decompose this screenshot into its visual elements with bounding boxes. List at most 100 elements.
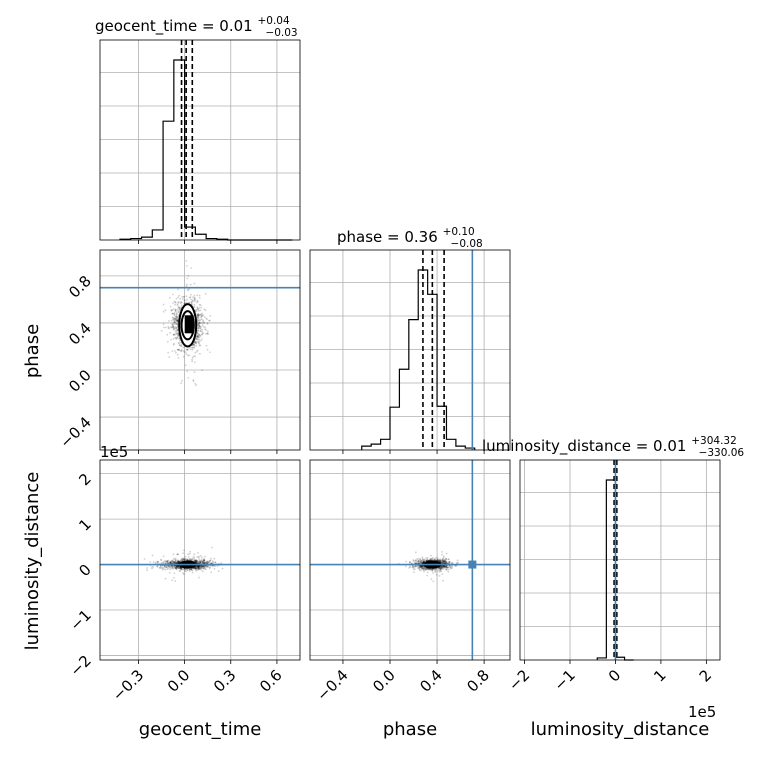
scatter-point	[178, 311, 180, 313]
scatter-point	[417, 559, 420, 562]
scatter-point	[175, 566, 178, 569]
scatter-point	[198, 323, 201, 326]
scatter-point	[194, 341, 197, 344]
scatter-point	[197, 564, 199, 567]
scatter-point	[440, 566, 443, 569]
scatter-point	[200, 560, 203, 562]
scatter-point	[213, 567, 216, 570]
scatter-point	[191, 356, 194, 359]
xtick-label-phase: 0.0	[369, 666, 399, 696]
scatter-point	[180, 301, 183, 304]
scatter-point	[191, 346, 194, 349]
scatter-point	[194, 355, 197, 358]
scatter-point	[426, 556, 429, 559]
scatter-point	[440, 567, 443, 569]
scatter-point	[205, 333, 207, 335]
scatter-point	[192, 300, 194, 303]
scatter-point	[157, 561, 159, 563]
scatter-point	[185, 348, 188, 351]
scatter-point	[420, 562, 423, 564]
scatter-point	[206, 323, 209, 325]
scatter-point	[176, 560, 179, 562]
scatter-point	[195, 567, 198, 570]
scatter-point	[445, 568, 448, 571]
scatter-point	[441, 560, 444, 563]
scatter-point	[175, 562, 177, 565]
scatter-point	[182, 572, 185, 575]
scatter-point	[408, 561, 411, 564]
scatter-point	[183, 568, 185, 571]
scatter-point	[172, 565, 175, 568]
scatter-point	[446, 569, 448, 571]
scatter-point	[196, 565, 199, 568]
scatter-point	[436, 559, 439, 561]
scatter-point	[177, 567, 180, 569]
scatter-point	[413, 566, 415, 569]
scatter-point	[443, 555, 445, 558]
axes-frame	[99, 459, 301, 661]
scatter-point	[171, 312, 174, 315]
scatter-point	[193, 567, 196, 570]
scatter-point	[202, 565, 205, 568]
scatter-point	[197, 313, 200, 316]
scatter-point	[178, 560, 181, 563]
title-phase: phase = 0.36 +0.10 −0.08	[337, 221, 483, 250]
scatter-point	[200, 315, 203, 318]
scatter-point	[417, 557, 420, 560]
xtick-label-phase: −0.4	[313, 666, 351, 704]
scatter-point	[451, 565, 454, 568]
scatter-point	[205, 329, 208, 331]
scatter-point	[419, 561, 422, 564]
scatter-point	[172, 553, 175, 556]
xtick-label-phase: 0.8	[463, 666, 493, 696]
scatter-point	[413, 571, 415, 574]
scatter-point	[170, 565, 173, 568]
scatter-point	[176, 319, 179, 322]
scatter-point	[193, 344, 196, 346]
scatter-point	[170, 561, 172, 564]
scatter-point	[170, 561, 173, 564]
scatter-point	[197, 566, 200, 568]
scatter-point	[177, 561, 179, 563]
scatter-point	[444, 566, 447, 568]
scatter-point	[159, 566, 162, 568]
scatter-point	[432, 558, 434, 561]
offset-text-x-luminosity_distance: 1e5	[688, 703, 716, 721]
scatter-point	[196, 338, 199, 341]
xtick-label-geocent_time: −0.3	[109, 666, 147, 704]
scatter-point	[177, 334, 180, 337]
scatter-point	[180, 341, 182, 344]
scatter-point	[441, 560, 444, 563]
scatter-point	[209, 567, 211, 569]
scatter-point	[197, 327, 199, 330]
scatter-point	[209, 559, 212, 562]
scatter-point	[143, 558, 146, 560]
scatter-point	[195, 570, 198, 572]
scatter-point	[186, 348, 189, 351]
scatter-point	[160, 565, 162, 567]
scatter-point	[449, 566, 452, 569]
scatter-point	[198, 558, 201, 561]
scatter-point	[173, 561, 175, 563]
scatter-point	[197, 566, 200, 568]
scatter-point	[171, 316, 174, 319]
scatter-point	[175, 313, 178, 315]
scatter-point	[440, 570, 443, 573]
scatter-point	[199, 330, 202, 333]
scatter-point	[183, 296, 186, 298]
scatter-point	[438, 567, 440, 569]
scatter-point	[149, 561, 152, 563]
scatter-point	[182, 350, 185, 352]
scatter-point	[179, 567, 182, 570]
scatter-point	[420, 560, 423, 562]
scatter-point	[176, 565, 179, 567]
scatter-point	[164, 577, 167, 580]
scatter-point	[160, 559, 163, 562]
scatter-point	[201, 322, 204, 325]
scatter-point	[176, 561, 179, 563]
scatter-point	[190, 302, 193, 305]
scatter-point	[201, 566, 203, 569]
scatter-point	[202, 325, 205, 328]
scatter-point	[444, 565, 446, 567]
scatter-point	[438, 567, 441, 570]
